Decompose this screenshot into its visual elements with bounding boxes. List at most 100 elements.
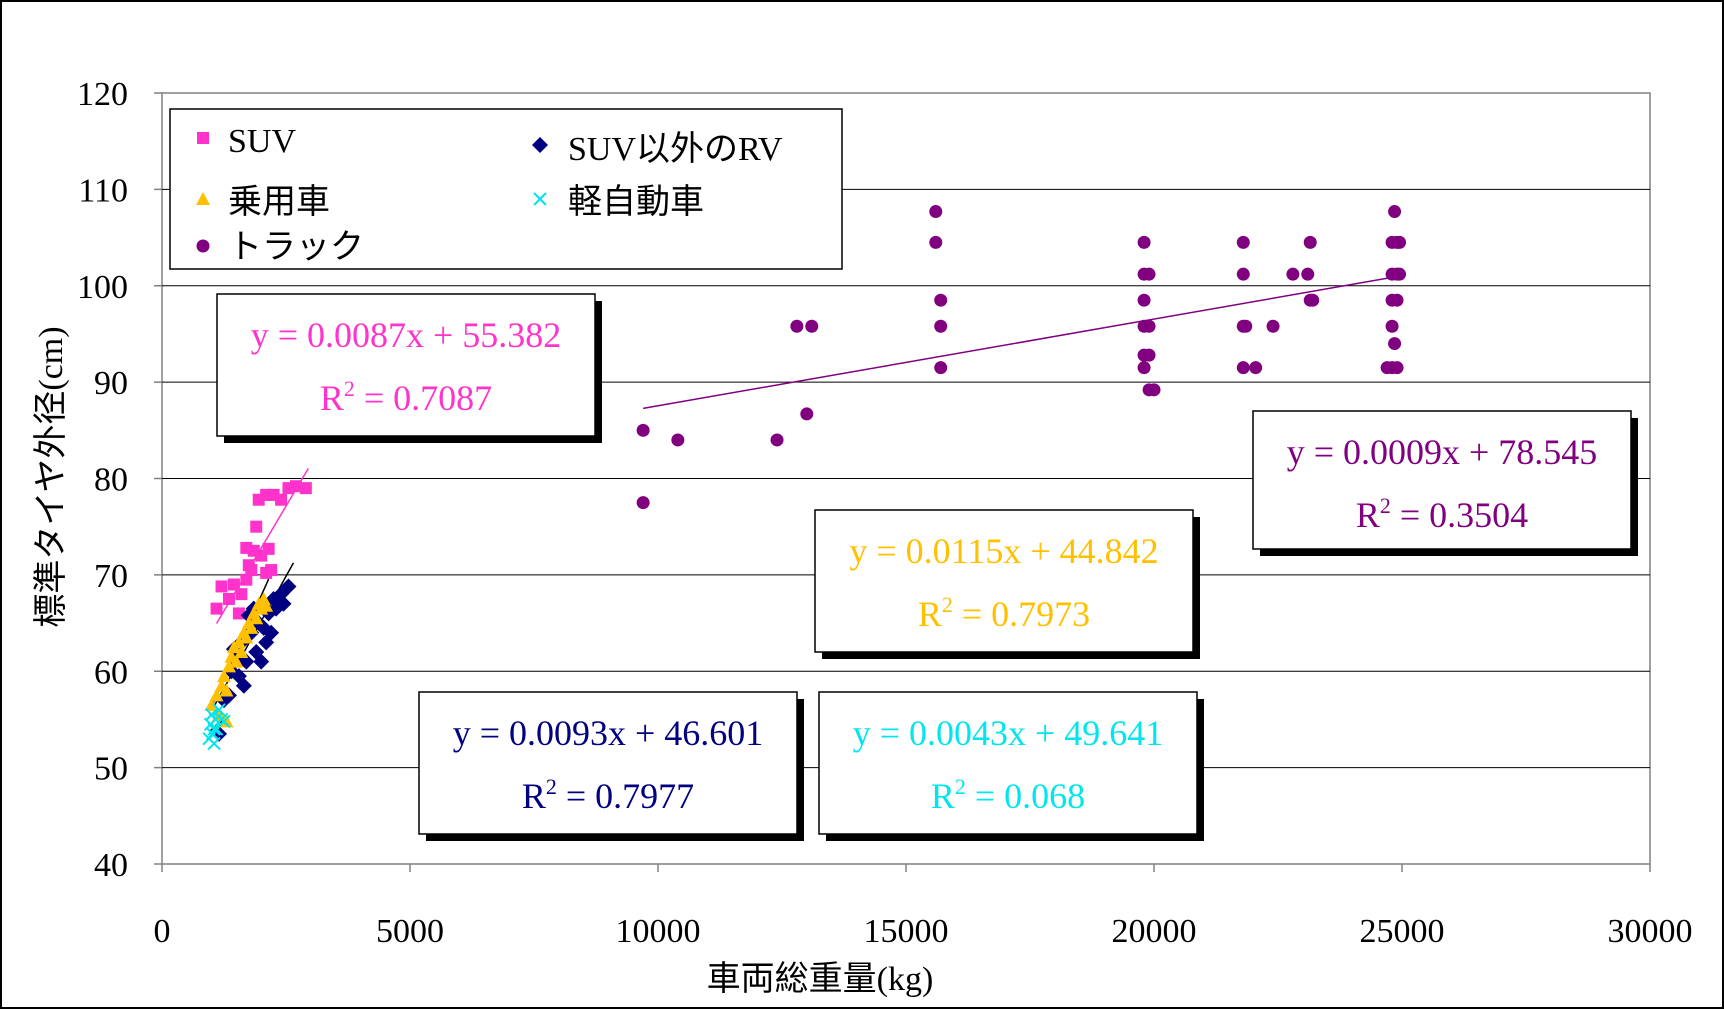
equation-box-frame (814, 509, 1194, 653)
y-tick-label: 90 (94, 365, 128, 402)
circle-marker (1306, 293, 1320, 307)
circle-marker (1142, 348, 1156, 362)
y-tick-label: 60 (94, 654, 128, 691)
x-tick-label: 25000 (1360, 913, 1445, 950)
circle-marker (1236, 267, 1250, 281)
triangle-marker (219, 714, 234, 728)
square-marker (262, 542, 275, 555)
r-squared-value: = 0.3504 (1391, 495, 1528, 535)
x-tick-label: 0 (154, 913, 171, 950)
square-marker (250, 520, 263, 533)
x-axis-label: 車両総重量 (707, 959, 877, 999)
equation-box-frame (418, 691, 798, 835)
circle-marker (1301, 267, 1315, 281)
y-tick-label: 120 (77, 76, 128, 113)
square-marker (240, 573, 253, 586)
trend-equation: y = 0.0043x + 49.641 (853, 713, 1164, 753)
legend-item: 乗用車 (196, 182, 330, 222)
y-tick-label: 80 (94, 462, 128, 499)
circle-marker (1249, 361, 1263, 375)
square-marker (299, 482, 312, 495)
x-tick-label: 5000 (376, 913, 444, 950)
square-marker (227, 578, 240, 591)
r-squared-value: = 0.7977 (557, 776, 694, 816)
square-marker (265, 564, 278, 577)
x-marker (533, 192, 547, 206)
circle-marker (1388, 337, 1402, 351)
r-squared-symbol: R (1356, 495, 1380, 535)
circle-marker (1390, 293, 1404, 307)
x-tick-label: 10000 (616, 913, 701, 950)
circle-marker (1142, 267, 1156, 281)
circle-marker (1393, 235, 1407, 249)
x-axis-title: 車両総重量(kg) (707, 959, 934, 999)
circle-marker (1286, 267, 1300, 281)
r-squared-symbol: R (918, 594, 942, 634)
trend-equation: y = 0.0115x + 44.842 (849, 531, 1158, 571)
circle-marker (1239, 319, 1253, 333)
circle-marker (934, 319, 948, 333)
diamond-marker (275, 595, 292, 612)
circle-marker (1147, 383, 1161, 397)
x-tick-label: 20000 (1112, 913, 1197, 950)
triangle-marker (244, 620, 259, 634)
y-tick-label: 70 (94, 558, 128, 595)
triangle-marker (231, 635, 246, 649)
y-axis-label: 標準タイヤ外径 (31, 391, 71, 628)
x-marker (212, 703, 226, 717)
triangle-marker (217, 669, 231, 683)
equation-boxes: y = 0.0087x + 55.382 R2 = 0.7087 y = 0.000… (216, 293, 1638, 841)
circle-marker (1236, 235, 1250, 249)
r-squared-exponent: 2 (344, 376, 355, 401)
circle-marker (1137, 235, 1151, 249)
r-squared: R2 = 0.7087 (320, 376, 492, 418)
legend-item: SUV (197, 123, 296, 160)
r-squared: R2 = 0.3504 (1356, 493, 1528, 535)
x-tick-label: 30000 (1608, 913, 1693, 950)
trend-equation: y = 0.0009x + 78.545 (1287, 432, 1598, 472)
trend-equation-box: y = 0.0009x + 78.545 R2 = 0.3504 (1252, 410, 1638, 556)
x-tick-label: 15000 (864, 913, 949, 950)
legend-label: トラック (228, 227, 364, 267)
data-points (202, 205, 1407, 751)
square-marker (245, 564, 258, 577)
circle-marker (770, 433, 784, 447)
diamond-marker (263, 624, 280, 641)
circle-marker (1137, 293, 1151, 307)
legend-label: 軽自動車 (568, 182, 704, 222)
r-squared: R2 = 0.7977 (522, 774, 694, 816)
circle-marker (636, 496, 650, 510)
circle-marker (790, 319, 804, 333)
r-squared: R2 = 0.068 (931, 774, 1085, 816)
x-axis-ticks: 0 5000 10000 15000 20000 25000 30000 (154, 864, 1693, 950)
circle-marker (671, 433, 685, 447)
equation-box-frame (818, 691, 1198, 835)
circle-marker (805, 319, 819, 333)
y-axis-unit: (cm) (33, 326, 70, 390)
y-tick-label: 50 (94, 751, 128, 788)
triangle-marker (204, 697, 219, 711)
r-squared-exponent: 2 (1380, 493, 1391, 518)
triangle-marker (239, 630, 254, 644)
diamond-marker (253, 653, 270, 670)
legend-label: 乗用車 (228, 182, 330, 222)
square-marker (210, 602, 223, 615)
triangle-marker (229, 654, 244, 668)
square-marker (275, 493, 288, 506)
x-axis-unit: (kg) (877, 961, 934, 998)
circle-marker (1388, 205, 1402, 219)
trend-equation: y = 0.0087x + 55.382 (251, 315, 562, 355)
r-squared-symbol: R (931, 776, 955, 816)
circle-marker (929, 235, 943, 249)
circle-marker (1390, 361, 1404, 375)
legend-item: トラック (196, 227, 364, 267)
x-marker (207, 722, 221, 736)
square-marker (235, 588, 248, 601)
triangle-marker (209, 688, 224, 702)
legend-item: SUV以外のRV (532, 130, 783, 168)
x-marker (217, 714, 231, 729)
r-squared-value: = 0.7973 (953, 594, 1090, 634)
circle-marker (1385, 319, 1399, 333)
y-tick-label: 110 (78, 172, 128, 209)
diamond-marker (280, 578, 297, 595)
